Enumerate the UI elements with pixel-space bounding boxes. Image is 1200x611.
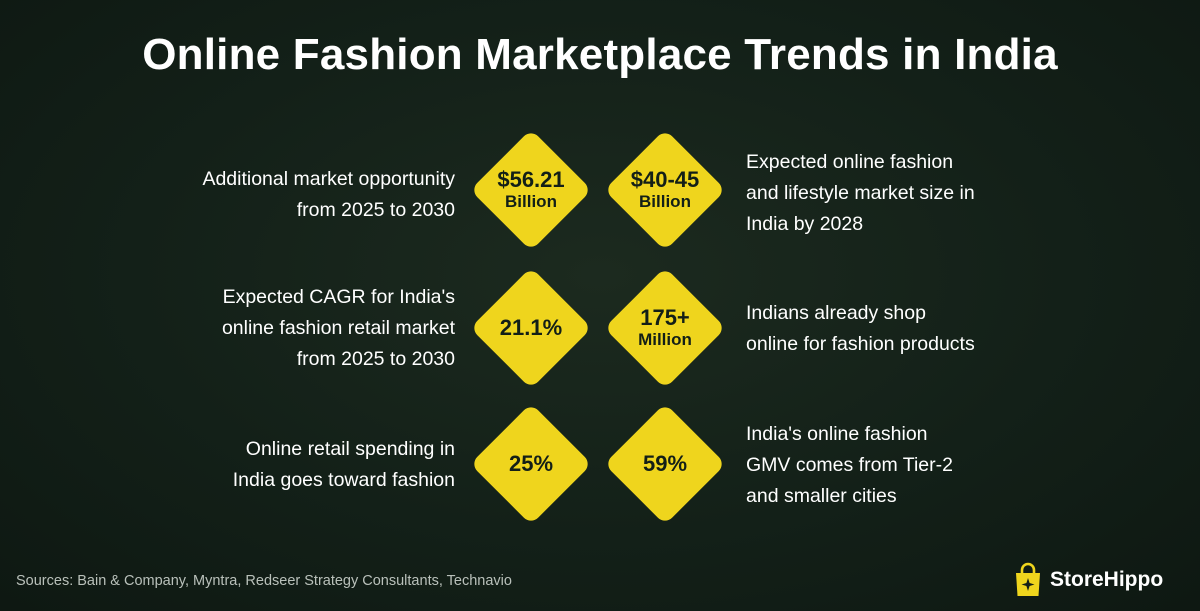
- stat-description-cagr: Expected CAGR for India's online fashion…: [221, 286, 455, 370]
- brand-logo: StoreHippo: [1012, 560, 1163, 600]
- stat-value: $40-45: [630, 167, 700, 192]
- stat-value: 175+: [640, 305, 690, 330]
- stat-description-tier2: India's online fashion GMV comes from Ti…: [746, 423, 953, 507]
- stat-value: $56.21: [497, 167, 565, 192]
- stat-unit: Billion: [505, 192, 557, 211]
- stat-unit: Billion: [639, 192, 691, 211]
- stat-value: 25%: [508, 451, 554, 476]
- stat-unit: Million: [638, 330, 692, 349]
- stat-value: 59%: [642, 451, 688, 476]
- stat-diamond-market-opportunity: $56.21 Billion: [470, 129, 592, 251]
- shopping-bag-sparkle-icon: [1016, 562, 1040, 596]
- stat-description-market-opportunity: Additional market opportunity from 2025 …: [202, 168, 455, 221]
- stat-diamond-tier2: 59%: [604, 403, 726, 525]
- brand-name: StoreHippo: [1050, 568, 1164, 591]
- stat-value: 21.1%: [499, 315, 563, 340]
- stat-diamond-cagr: 21.1%: [470, 267, 592, 389]
- stat-description-shoppers: Indians already shop online for fashion …: [746, 302, 975, 355]
- sources-footnote: Sources: Bain & Company, Myntra, Redseer…: [16, 573, 512, 589]
- stat-diamond-shoppers: 175+ Million: [604, 267, 726, 389]
- stat-diamond-market-size: $40-45 Billion: [604, 129, 726, 251]
- stat-description-market-size: Expected online fashion and lifestyle ma…: [746, 151, 975, 235]
- page-title: Online Fashion Marketplace Trends in Ind…: [142, 30, 1058, 79]
- stat-description-spending: Online retail spending in India goes tow…: [232, 438, 455, 491]
- stat-diamond-spending: 25%: [470, 403, 592, 525]
